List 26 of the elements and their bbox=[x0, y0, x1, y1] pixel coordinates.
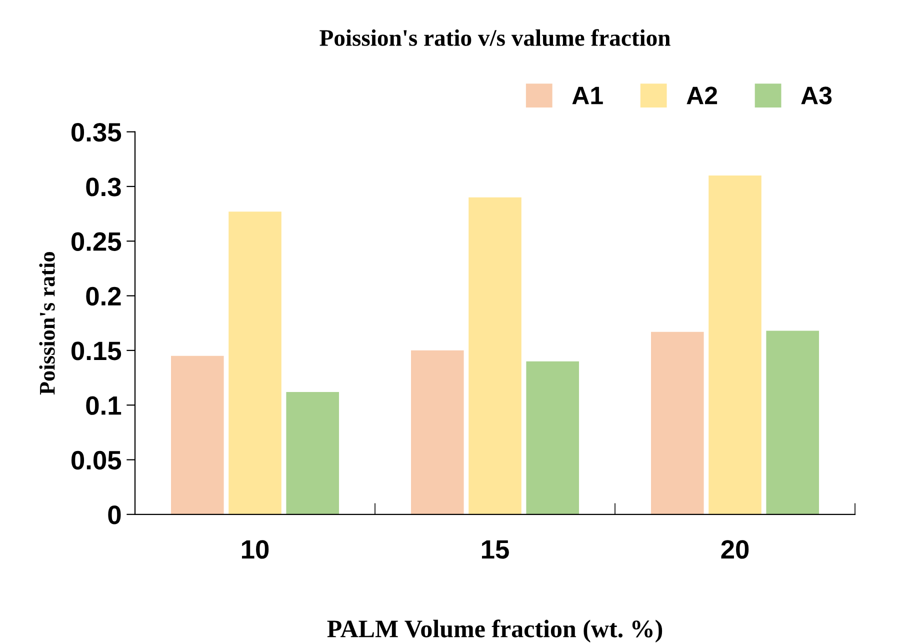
bar bbox=[708, 176, 762, 514]
bar bbox=[411, 350, 464, 514]
legend-label: A1 bbox=[572, 86, 603, 104]
bar bbox=[286, 392, 339, 514]
bar bbox=[468, 197, 522, 514]
bar bbox=[228, 212, 282, 514]
bar bbox=[526, 361, 579, 514]
chart-title: Poission's ratio v/s valume fraction bbox=[320, 29, 670, 46]
y-tick-label: 0.35 bbox=[71, 122, 122, 142]
y-tick-label: 0.15 bbox=[71, 342, 122, 360]
y-tick-label: 0.1 bbox=[86, 396, 122, 415]
bar bbox=[651, 332, 704, 514]
legend-label: A2 bbox=[686, 86, 718, 104]
y-tick-label: 0.25 bbox=[71, 232, 122, 251]
x-axis-title: PALM Volume fraction (wt. %) bbox=[327, 620, 662, 642]
y-axis-title: Poission's ratio bbox=[39, 252, 55, 395]
y-tick-label: 0.2 bbox=[86, 286, 121, 306]
legend-label: A3 bbox=[801, 86, 832, 104]
x-tick-label: 10 bbox=[242, 540, 269, 559]
x-tick-label: 15 bbox=[482, 540, 509, 559]
y-tick-label: 0.05 bbox=[71, 450, 122, 470]
x-tick-label: 20 bbox=[721, 540, 749, 559]
y-tick-label: 0 bbox=[108, 506, 121, 524]
y-tick-label: 0.3 bbox=[86, 178, 121, 196]
bar bbox=[171, 356, 224, 514]
bar bbox=[766, 330, 819, 514]
